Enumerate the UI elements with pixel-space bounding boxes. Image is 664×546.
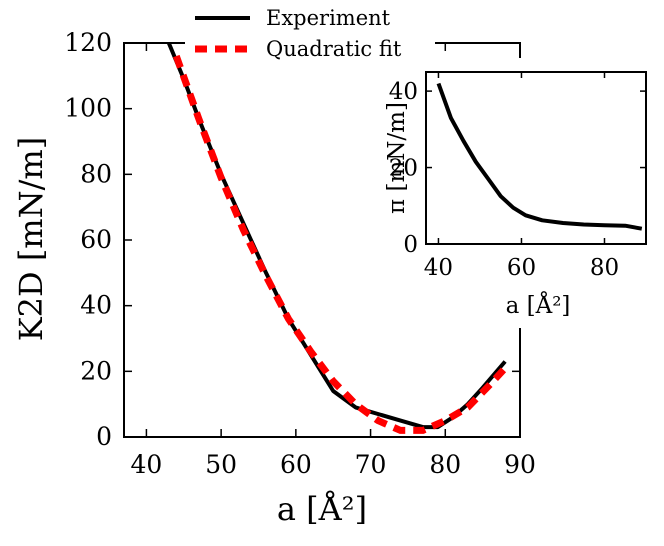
legend-experiment-label: Experiment <box>266 6 391 30</box>
main-x-tick-label: 90 <box>504 450 536 479</box>
main-series <box>166 42 508 434</box>
inset-axes-frame <box>425 71 647 245</box>
main-ticks: 40 50 60 70 80 90 0 20 40 60 80 100 120 <box>64 28 536 479</box>
inset-x-axis-label: a [Å²] <box>506 291 571 319</box>
inset-x-tick-label: 80 <box>590 255 619 281</box>
inset-y-tick-label: 0 <box>403 232 418 258</box>
main-x-tick-label: 50 <box>205 450 237 479</box>
inset-y-tick-label: 20 <box>389 156 418 182</box>
main-plot: 40 50 60 70 80 90 0 20 40 60 80 100 120 a [Å²] K2D [… <box>12 28 536 528</box>
main-x-tick-label: 80 <box>429 450 461 479</box>
main-x-axis-label: a [Å²] <box>277 490 367 528</box>
main-y-axis-label: K2D [mN/m] <box>12 137 50 342</box>
main-y-tick-label: 100 <box>64 94 112 123</box>
main-y-tick-label: 80 <box>80 159 112 188</box>
inset-y-axis-label: π [mN/m] <box>384 102 410 214</box>
inset-series-0-line <box>436 82 643 231</box>
legend-quadratic-fit-label: Quadratic fit <box>266 37 402 61</box>
inset-frame <box>425 71 647 245</box>
inset-ticks: 40 60 80 0 20 40 <box>389 72 646 281</box>
inset-background <box>370 58 652 328</box>
main-y-tick-label: 20 <box>80 356 112 385</box>
inset-plot: 40 60 80 0 20 40 a [Å²] π [mN/m] <box>370 58 652 328</box>
main-y-tick-label: 60 <box>80 225 112 254</box>
inset-y-tick-label: 40 <box>389 79 418 105</box>
main-y-tick-label: 0 <box>96 422 112 451</box>
inset-x-tick-label: 60 <box>507 255 536 281</box>
main-series-1-line <box>173 54 508 434</box>
inset-x-tick-label: 40 <box>424 255 453 281</box>
main-x-tick-label: 60 <box>280 450 312 479</box>
inset-series <box>436 82 643 231</box>
main-y-tick-label: 120 <box>64 28 112 57</box>
main-x-tick-label: 70 <box>355 450 387 479</box>
main-y-tick-label: 40 <box>80 291 112 320</box>
main-x-tick-label: 40 <box>131 450 163 479</box>
